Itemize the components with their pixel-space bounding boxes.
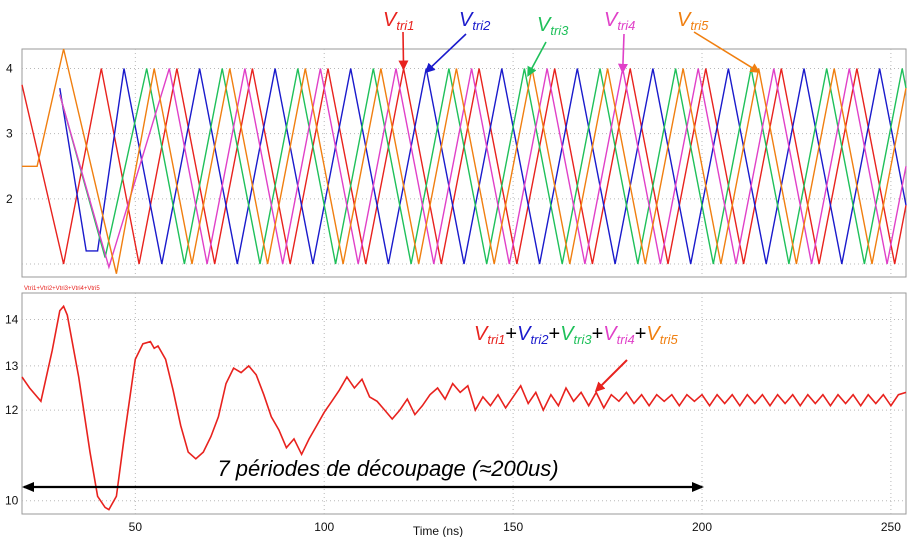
period-annotation-text: 7 périodes de découpage (≈200us) [217,456,558,481]
bottom-y-tick-label: 10 [5,494,19,508]
x-axis-label: Time (ns) [413,524,463,537]
top-legend-labels: Vtri1 Vtri2 Vtri3 Vtri4 Vtri5 [383,9,761,77]
x-tick-label: 50 [129,520,143,534]
legend-label-vtri1: Vtri1 [383,9,414,33]
bottom-annotations: Vtri1+Vtri2+Vtri3+Vtri4+Vtri5 7 périodes … [22,323,704,492]
x-tick-label: 200 [692,520,712,534]
series-line-vtri1 [21,68,907,265]
sum-label: Vtri1+Vtri2+Vtri3+Vtri4+Vtri5 [474,323,679,347]
legend-label-vtri5: Vtri5 [677,9,709,33]
bottom-y-tick-label: 14 [5,313,19,327]
bottom-panel: 10 12 13 14 50 100 150 200 250 Time (ns) Vtri1+Vt… [5,286,907,537]
series-line-vtri3 [59,68,907,265]
bottom-series [21,304,907,511]
top-plot-frame [21,48,907,278]
bottom-y-ticks: 10 12 13 14 [5,313,19,508]
x-ticks: 50 100 150 200 250 Time (ns) Vtri1+Vtri2+Vtri3… [24,286,901,537]
series-line-vtri2 [59,68,907,265]
legend-label-vtri4: Vtri4 [604,9,635,33]
bottom-y-tick-label: 13 [5,359,19,373]
legend-label-vtri2: Vtri2 [459,9,491,33]
top-y-ticks: 2 3 4 [6,62,13,206]
arrow-vtri5 [693,31,761,73]
top-y-tick-label: 3 [6,127,13,141]
top-y-tick-label: 4 [6,62,13,76]
arrow-vtri3 [527,41,547,77]
bottom-y-tick-label: 12 [5,403,19,417]
bottom-grid [22,293,906,514]
bottom-legend-text: Vtri1+Vtri2+Vtri3+Vtri4+Vtri5 [24,286,100,292]
x-tick-label: 250 [881,520,901,534]
x-tick-label: 150 [503,520,523,534]
bottom-plot-frame [21,292,907,515]
top-y-tick-label: 2 [6,192,13,206]
top-panel: 2 3 4 Vtri1 Vtri2 Vtri3 Vtri4 Vtri5 [6,9,907,278]
arrow-vtri1 [398,31,409,71]
x-tick-label: 100 [314,520,334,534]
arrow-vtri4 [617,33,628,74]
arrow-vtri2 [424,33,467,74]
sum-arrow [594,359,628,393]
series-line-sum [21,304,907,511]
legend-label-vtri3: Vtri3 [537,14,569,38]
series-line-vtri4 [59,68,907,270]
